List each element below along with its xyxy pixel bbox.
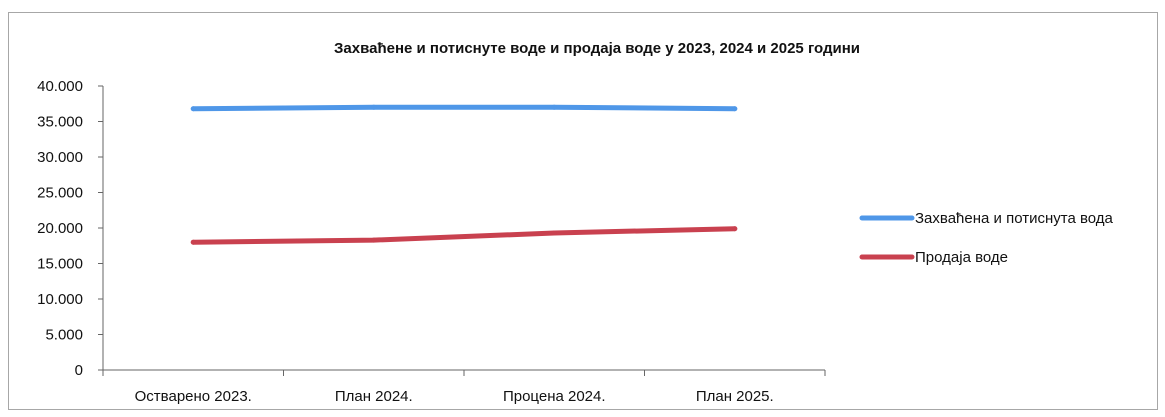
y-tick-label: 15.000 [37,256,83,273]
y-tick-label: 0 [75,362,83,379]
y-axis-ticks: 0 5.000 10.000 15.000 20.000 25.000 30.000 35.0… [37,78,103,379]
series-line-1 [190,104,738,112]
y-tick-label: 20.000 [37,220,83,237]
series-point-2-2 [371,237,377,243]
series-point-1-2 [371,104,377,110]
x-tick-label: План 2024. [335,388,413,405]
x-tick-label: Процена 2024. [503,388,606,405]
x-tick-label: Остварено 2023. [135,388,252,405]
series-point-1-4 [732,106,738,112]
chart-legend: Захваћена и потиснута вода Продаја воде [859,210,1114,266]
chart-frame [8,12,1158,410]
y-tick-label: 40.000 [37,78,83,95]
series-point-2-4 [732,226,738,232]
data-series [190,104,738,245]
x-tick-label: План 2025. [696,388,774,405]
legend-label-1: Захваћена и потиснута вода [915,210,1114,227]
y-tick-label: 10.000 [37,291,83,308]
series-point-1-3 [551,104,557,110]
series-point-2-3 [551,230,557,236]
y-tick-label: 25.000 [37,185,83,202]
series-point-2-1 [190,239,196,245]
series-line-2 [190,226,738,245]
legend-label-2: Продаја воде [915,249,1008,266]
x-axis-ticks: Остварено 2023. План 2024. Процена 2024. Пл… [102,370,826,405]
y-tick-label: 35.000 [37,114,83,131]
y-tick-label: 30.000 [37,149,83,166]
y-tick-label: 5.000 [45,327,83,344]
series-point-1-1 [190,106,196,112]
chart-title: Захваћене и потиснуте воде и продаја вод… [334,40,860,57]
